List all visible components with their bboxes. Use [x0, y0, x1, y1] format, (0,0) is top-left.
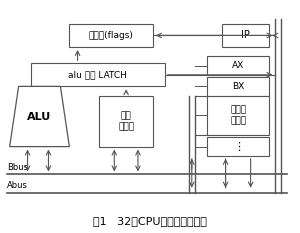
Text: 标志位(flags): 标志位(flags) — [89, 31, 134, 40]
Text: 通用寄
存器组: 通用寄 存器组 — [230, 106, 246, 125]
Bar — [207, 77, 269, 96]
Text: ALU: ALU — [27, 112, 52, 121]
Text: AX: AX — [232, 61, 244, 70]
Polygon shape — [10, 86, 69, 147]
Bar — [222, 24, 269, 47]
Bar — [207, 96, 269, 135]
Bar — [31, 63, 165, 86]
Text: alu 输出 LATCH: alu 输出 LATCH — [68, 70, 127, 79]
Text: BX: BX — [232, 82, 244, 91]
Text: ⋮: ⋮ — [232, 142, 244, 152]
Bar — [69, 24, 153, 47]
Text: Bbus: Bbus — [7, 163, 28, 172]
Bar — [207, 56, 269, 75]
Bar — [99, 96, 153, 147]
Text: 移位
寄存器: 移位 寄存器 — [118, 111, 134, 131]
Text: Abus: Abus — [7, 181, 28, 190]
Text: 图1   32位CPU执行单元结构图: 图1 32位CPU执行单元结构图 — [93, 216, 207, 226]
Text: IP: IP — [241, 31, 250, 41]
Bar — [207, 137, 269, 156]
